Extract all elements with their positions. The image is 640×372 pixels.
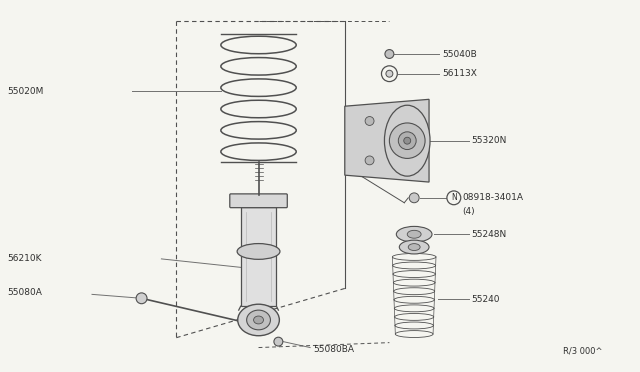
Ellipse shape — [237, 244, 280, 259]
Ellipse shape — [396, 227, 432, 242]
Ellipse shape — [409, 193, 419, 203]
Ellipse shape — [407, 230, 421, 238]
Ellipse shape — [408, 244, 420, 250]
Text: 56210K: 56210K — [8, 254, 42, 263]
Text: 55248N: 55248N — [472, 230, 507, 239]
Ellipse shape — [398, 132, 416, 150]
Text: 55320N: 55320N — [472, 136, 507, 145]
Ellipse shape — [385, 105, 430, 176]
Ellipse shape — [389, 123, 425, 158]
Ellipse shape — [365, 116, 374, 125]
Ellipse shape — [253, 316, 264, 324]
Text: N: N — [451, 193, 457, 202]
Ellipse shape — [385, 49, 394, 58]
FancyBboxPatch shape — [230, 194, 287, 208]
Text: 56113X: 56113X — [442, 69, 477, 78]
Ellipse shape — [404, 137, 411, 144]
Ellipse shape — [237, 304, 279, 336]
FancyBboxPatch shape — [241, 207, 276, 306]
Ellipse shape — [246, 310, 271, 330]
Polygon shape — [345, 99, 429, 182]
Text: 55040B: 55040B — [442, 49, 477, 58]
Ellipse shape — [274, 337, 283, 346]
Ellipse shape — [365, 156, 374, 165]
Text: 55080BA: 55080BA — [313, 345, 354, 354]
Text: (4): (4) — [463, 207, 476, 216]
Ellipse shape — [386, 70, 393, 77]
Text: R/3 000^: R/3 000^ — [563, 346, 602, 355]
Ellipse shape — [399, 240, 429, 254]
Text: 55020M: 55020M — [8, 87, 44, 96]
Text: 08918-3401A: 08918-3401A — [463, 193, 524, 202]
Text: 55240: 55240 — [472, 295, 500, 304]
Ellipse shape — [136, 293, 147, 304]
Text: 55080A: 55080A — [8, 288, 43, 297]
